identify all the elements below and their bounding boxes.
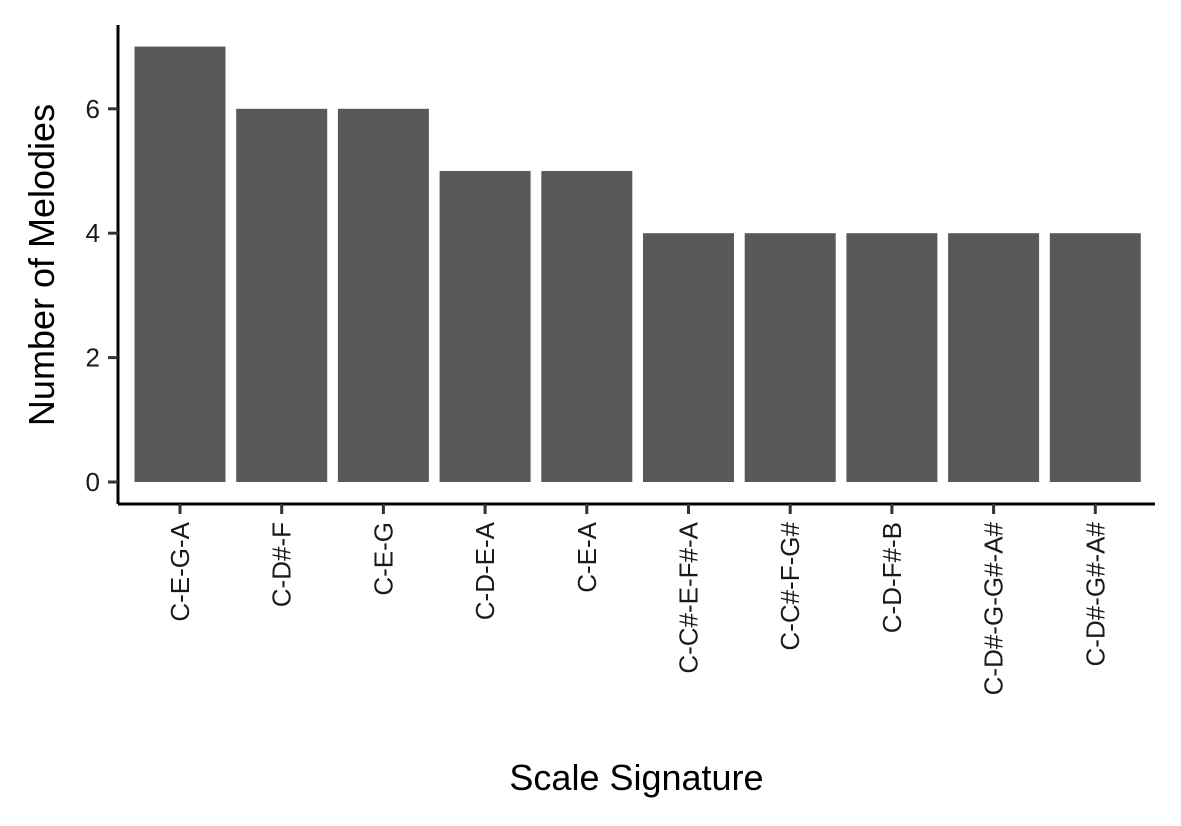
bar: [846, 233, 938, 482]
x-tick-label: C-E-G-A: [165, 521, 195, 621]
x-tick-label: C-C#-F-G#: [775, 521, 805, 650]
y-tick-label: 0: [86, 467, 100, 497]
bar: [439, 171, 531, 482]
x-tick-label: C-D-F#-B: [877, 522, 907, 633]
bar: [236, 108, 328, 483]
bar: [134, 46, 226, 482]
x-tick-label: C-D#-G-G#-A#: [979, 521, 1009, 695]
y-axis-title: Number of Melodies: [21, 104, 62, 426]
x-tick-label: C-E-A: [572, 521, 602, 592]
x-tick-label: C-D#-F: [267, 522, 297, 607]
bar: [643, 233, 734, 482]
y-tick-label: 4: [86, 218, 100, 248]
bar: [1049, 233, 1141, 482]
y-tick-label: 2: [86, 343, 100, 373]
bar: [948, 233, 1040, 482]
bars-group: [134, 46, 1141, 483]
x-tick-label: C-D#-G#-A#: [1080, 521, 1110, 666]
x-tick-label: C-D-E-A: [470, 521, 500, 620]
x-tick-label: C-C#-E-F#-A: [674, 521, 704, 673]
x-axis-title: Scale Signature: [509, 757, 763, 798]
bar: [541, 171, 633, 482]
x-tick-label: C-E-G: [368, 522, 398, 596]
y-ticks-group: 0 2 4 6: [86, 94, 118, 497]
bar: [337, 108, 429, 483]
bar: [744, 233, 836, 482]
y-tick-label: 6: [86, 94, 100, 124]
x-ticks-group: C-E-G-A C-D#-F C-E-G C-D-E-A C-E-A C-C#-E-F#-…: [165, 504, 1110, 695]
